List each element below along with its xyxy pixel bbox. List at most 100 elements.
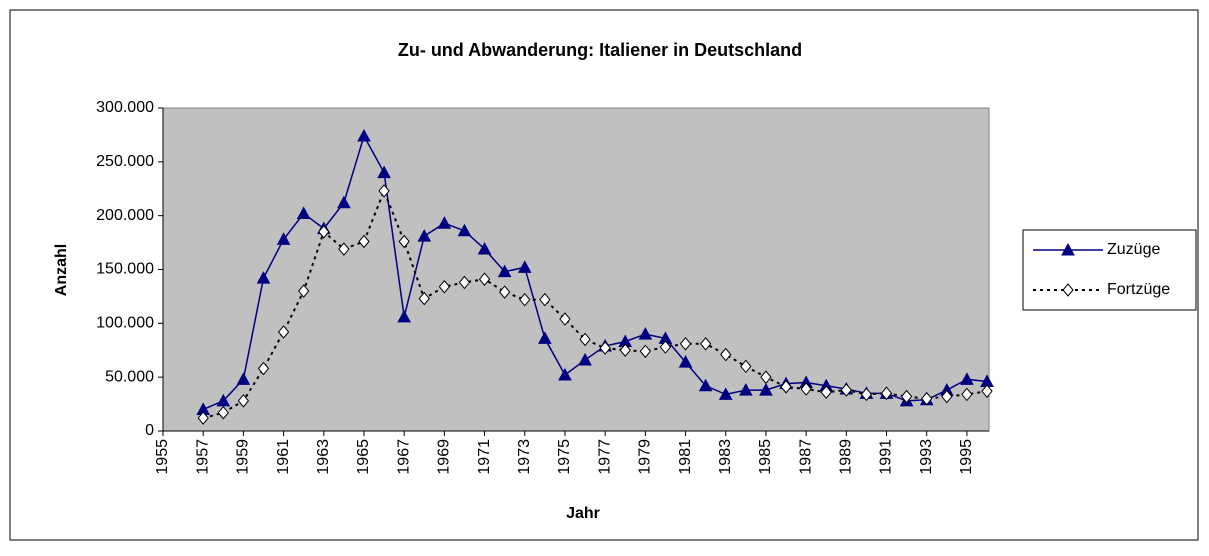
data-point	[216, 393, 231, 407]
data-point	[398, 234, 410, 249]
x-tick-label: 1983	[717, 439, 734, 475]
data-point	[961, 387, 973, 402]
data-point	[237, 394, 250, 408]
data-point	[478, 272, 491, 286]
data-point	[578, 352, 592, 366]
data-point	[197, 411, 209, 425]
data-point	[559, 312, 571, 326]
legend-box	[1022, 229, 1197, 311]
data-point	[941, 389, 953, 404]
data-point	[599, 341, 611, 355]
x-tick-label: 1979	[637, 439, 654, 475]
data-point	[960, 372, 974, 385]
data-point	[257, 361, 270, 376]
data-point	[900, 389, 913, 404]
data-point	[699, 337, 712, 351]
y-tick-label: 0	[145, 422, 154, 439]
y-tick-label: 50.000	[105, 368, 154, 385]
data-point	[780, 380, 792, 394]
x-tick-label: 1967	[395, 439, 412, 475]
data-point	[639, 344, 651, 359]
series-line	[202, 134, 988, 411]
data-point	[357, 128, 371, 142]
data-point	[619, 343, 631, 358]
x-tick-label: 1995	[958, 439, 975, 475]
data-point	[358, 234, 370, 249]
data-point	[678, 355, 693, 368]
data-point	[720, 347, 732, 362]
data-point	[880, 386, 893, 401]
data-point	[517, 260, 532, 273]
data-point	[860, 387, 873, 402]
data-point	[738, 383, 753, 396]
data-point	[800, 382, 812, 396]
data-point	[438, 279, 451, 294]
x-tick-label: 1969	[436, 439, 453, 475]
data-point	[298, 284, 310, 298]
data-point	[638, 327, 653, 340]
data-point	[296, 206, 311, 220]
y-tick-label: 100.000	[96, 315, 154, 332]
x-tick-label: 1971	[476, 439, 493, 475]
data-point	[477, 241, 492, 255]
data-point	[338, 242, 350, 256]
data-point	[679, 337, 692, 351]
y-tick-label: 300.000	[96, 99, 154, 116]
y-axis-label: Anzahl	[53, 244, 70, 296]
legend-marker	[1062, 283, 1074, 297]
x-tick-label: 1991	[878, 439, 895, 475]
x-tick-label: 1965	[355, 439, 372, 475]
data-point	[457, 223, 472, 237]
x-tick-label: 1981	[677, 439, 694, 475]
x-tick-label: 1977	[596, 439, 613, 475]
data-point	[921, 391, 933, 406]
chart-title: Zu- und Abwanderung: Italiener in Deutsc…	[398, 40, 802, 60]
data-point	[759, 383, 773, 396]
data-point	[397, 309, 412, 323]
x-tick-label: 1975	[556, 439, 573, 475]
data-point	[256, 271, 271, 284]
data-point	[519, 292, 531, 307]
data-point	[718, 387, 733, 400]
x-tick-label: 1989	[838, 439, 855, 475]
data-point	[499, 285, 511, 299]
data-point	[981, 384, 993, 398]
data-point	[820, 385, 832, 400]
y-tick-label: 150.000	[96, 261, 154, 278]
data-point	[579, 332, 591, 347]
data-point	[538, 331, 552, 344]
data-point	[458, 275, 471, 290]
data-point	[539, 292, 551, 307]
series-line	[202, 188, 988, 420]
y-tick-label: 250.000	[96, 153, 154, 170]
data-point	[277, 325, 290, 339]
data-point	[377, 165, 391, 179]
legend-label: Fortzüge	[1107, 281, 1170, 298]
data-point	[337, 195, 351, 209]
x-tick-label: 1961	[275, 439, 292, 475]
x-axis-label: Jahr	[566, 505, 600, 522]
data-point	[418, 291, 430, 306]
data-point	[659, 340, 672, 354]
data-point	[840, 383, 852, 397]
x-tick-label: 1957	[194, 439, 211, 475]
data-point	[217, 405, 229, 420]
data-point	[497, 264, 512, 278]
data-point	[698, 378, 713, 392]
x-tick-label: 1955	[154, 439, 171, 475]
legend-label: Zuzüge	[1107, 241, 1160, 258]
data-point	[276, 232, 291, 245]
y-tick-label: 200.000	[96, 207, 154, 224]
data-point	[437, 216, 452, 229]
legend-marker	[1061, 242, 1075, 256]
x-tick-label: 1959	[235, 439, 252, 475]
x-tick-label: 1993	[918, 439, 935, 475]
plot-area	[162, 107, 990, 432]
data-point	[417, 229, 432, 242]
data-point	[760, 370, 772, 384]
data-point	[378, 184, 390, 198]
x-tick-label: 1985	[757, 439, 774, 475]
x-tick-label: 1973	[516, 439, 533, 475]
data-point	[318, 225, 330, 239]
